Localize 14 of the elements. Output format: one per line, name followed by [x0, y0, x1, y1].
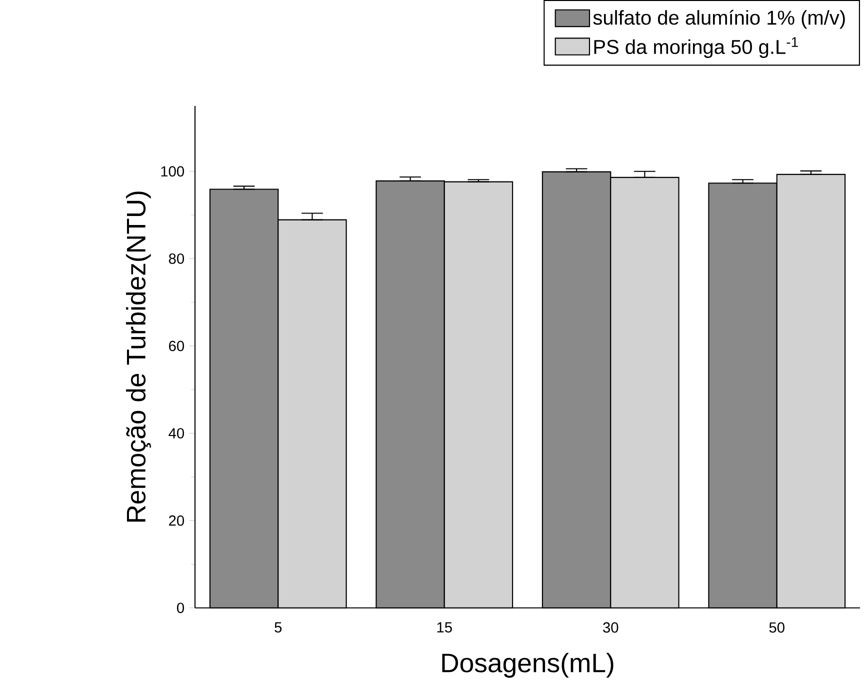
y-tick-label: 0 [177, 602, 184, 614]
x-axis-title: Dosagens(mL) [442, 652, 614, 678]
legend-label: PS da moringa 50 g.L$^{-1}$ [594, 37, 798, 58]
x-tick-label: 15 [437, 622, 452, 632]
y-tick-label: 80 [168, 253, 184, 264]
y-tick-label: 60 [169, 340, 184, 352]
legend-label: sulfato de alumínio 1% (m/v) [593, 10, 845, 29]
y-axis-title: Remoção de Turbidez(NTU) [126, 192, 151, 522]
y-tick-label: 20 [169, 515, 184, 526]
x-tick-label: 30 [603, 622, 618, 633]
y-tick-label: 40 [168, 428, 184, 438]
x-tick-label: 50 [769, 622, 784, 633]
y-tick-label: 100 [161, 166, 184, 176]
x-tick-label: 5 [274, 622, 282, 632]
